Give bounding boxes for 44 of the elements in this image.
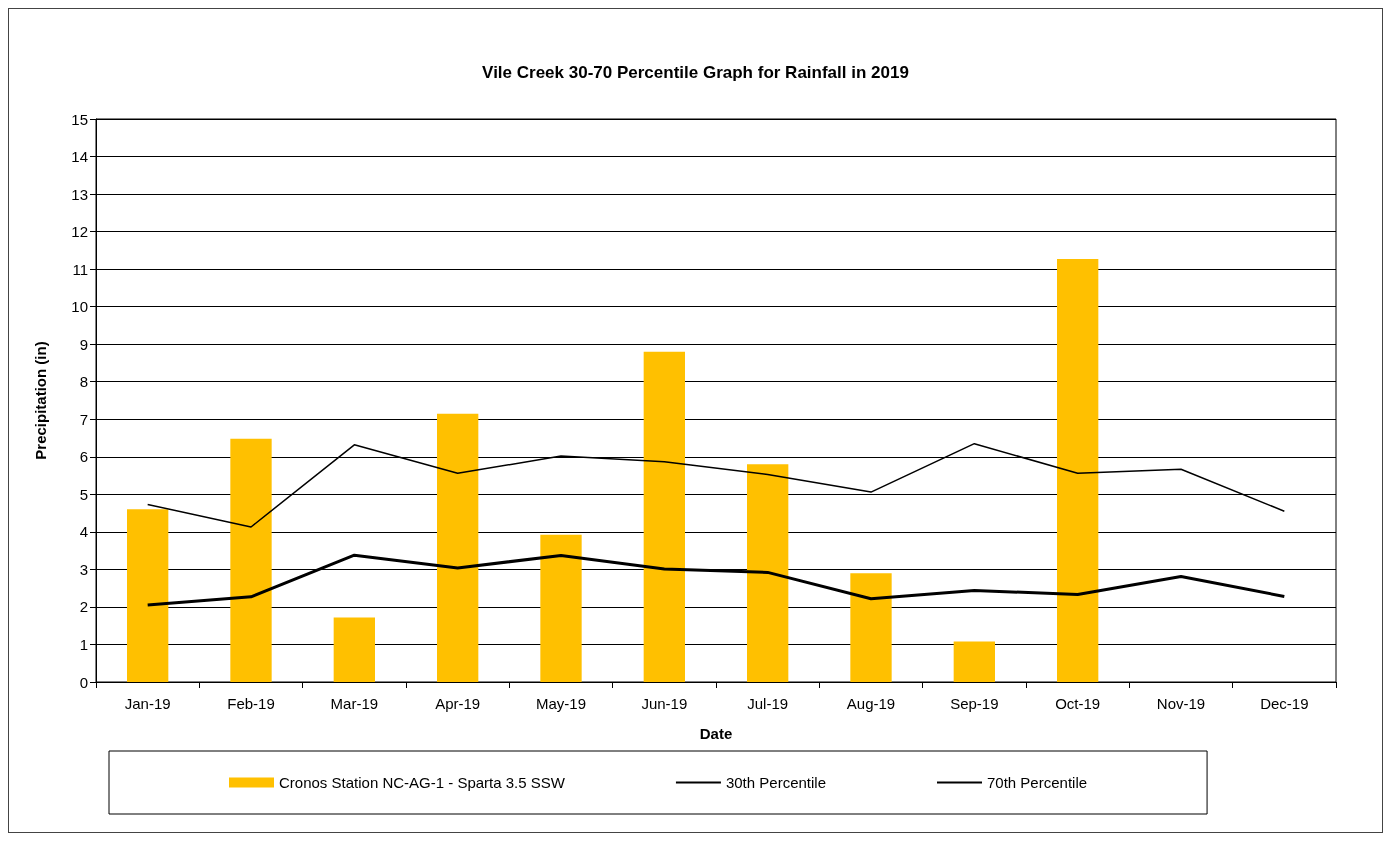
y-tick-label: 4 [79,523,88,541]
x-tick-label: Nov-19 [1156,695,1206,712]
x-tick-label: Aug-19 [846,695,896,712]
bar [540,534,582,682]
y-axis-title: Precipitation (in) [32,341,49,460]
y-tick-label: 13 [71,185,88,203]
y-tick-label: 15 [71,110,88,128]
x-tick-label: Sep-19 [950,695,999,712]
bar [850,573,892,682]
y-tick-label: 7 [79,410,88,428]
y-tick-label: 0 [79,673,88,691]
x-tick-label: Jul-19 [747,695,789,712]
x-tick-label: Jun-19 [641,695,688,712]
y-tick-label: 6 [79,448,88,466]
y-tick-label: 2 [79,598,88,616]
x-tick-label: Mar-19 [330,695,379,712]
x-tick-label: May-19 [535,695,587,712]
y-tick-label: 1 [79,635,88,653]
y-tick-label: 3 [79,560,88,578]
bar [230,438,272,682]
y-tick-label: 11 [72,260,88,278]
bar [747,464,789,682]
x-tick-label: Jan-19 [124,695,171,712]
x-tick-label: Apr-19 [435,695,481,712]
y-tick-label: 14 [71,148,88,166]
y-tick-label: 12 [71,223,88,241]
legend-label: 70th Percentile [987,774,1088,791]
bar [1057,259,1099,682]
x-axis-title: Date [699,725,733,742]
y-tick-label: 5 [79,485,88,503]
y-tick-label: 10 [71,298,88,316]
x-tick-label: Oct-19 [1055,695,1101,712]
legend-label: Cronos Station NC-AG-1 - Sparta 3.5 SSW [279,774,566,791]
chart-title: Vile Creek 30-70 Percentile Graph for Rainfall in 2019 [482,63,909,82]
x-tick-label: Dec-19 [1260,695,1309,712]
bar [127,509,169,682]
bar [953,641,995,682]
legend-label: 30th Percentile [725,774,827,791]
bar [643,351,685,682]
y-tick-label: 8 [79,373,88,391]
y-tick-label: 9 [79,335,88,353]
bar [333,617,375,682]
bar [437,413,479,682]
x-tick-label: Feb-19 [227,695,275,712]
